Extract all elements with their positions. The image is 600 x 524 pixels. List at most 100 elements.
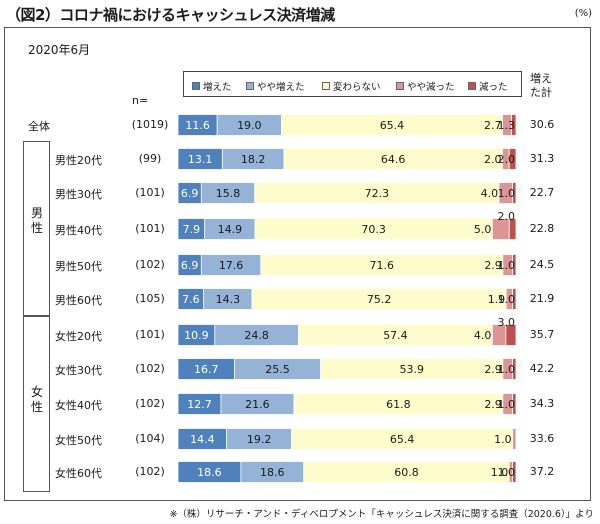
- row-n: (104): [135, 432, 165, 445]
- row-n: (102): [135, 258, 165, 271]
- n-header: n=: [132, 94, 149, 107]
- row-total: 31.3: [529, 152, 555, 165]
- data-label: 2.7: [484, 119, 502, 132]
- data-label: 2.9: [484, 363, 502, 376]
- data-label: 70.3: [361, 223, 386, 236]
- legend-swatch-decreased: [468, 82, 476, 90]
- data-label: 14.9: [218, 223, 243, 236]
- chart-frame: [4, 27, 591, 501]
- legend-label-somewhat-decreased: やや減った: [407, 82, 455, 93]
- group-char: 性: [30, 221, 43, 235]
- data-label: 1.9: [488, 293, 506, 306]
- period-label: 2020年6月: [28, 43, 91, 57]
- data-label: 14.4: [190, 433, 215, 446]
- group-char: 男: [30, 206, 43, 220]
- data-label: 1.0: [498, 398, 516, 411]
- group-box-male: [23, 141, 50, 316]
- row-label: 女性20代: [55, 330, 102, 343]
- data-label: 16.7: [194, 363, 219, 376]
- row-label: 男性50代: [55, 260, 102, 273]
- legend-item-decreased: 減った: [468, 79, 508, 93]
- group-box-female: [23, 316, 50, 492]
- row-total: 24.5: [529, 258, 555, 271]
- data-label: 1.0: [498, 466, 516, 479]
- total-header: 増えた計: [530, 72, 552, 99]
- data-label: 2.9: [484, 259, 502, 272]
- chart-title: （図2）コロナ禍におけるキャッシュレス決済増減: [6, 6, 335, 24]
- data-label: 71.6: [370, 259, 395, 272]
- row-n: (99): [138, 152, 162, 165]
- bar-segment: [512, 288, 517, 310]
- bar-segment: [512, 461, 517, 483]
- group-char: 性: [30, 400, 43, 414]
- unit-label: (%): [574, 8, 592, 19]
- bar-segment: [512, 428, 517, 450]
- legend-swatch-somewhat-decreased: [396, 82, 404, 90]
- data-label: 13.1: [188, 153, 213, 166]
- bar-segment: [505, 324, 517, 346]
- data-label: 64.6: [381, 153, 406, 166]
- legend-item-somewhat-increased: やや増えた: [246, 79, 305, 93]
- legend-label-increased: 増えた: [203, 82, 232, 93]
- data-label: 7.6: [182, 293, 200, 306]
- row-n: (102): [135, 362, 165, 375]
- row-label: 女性40代: [55, 399, 102, 412]
- data-label: 15.8: [216, 187, 241, 200]
- data-label: 72.3: [365, 187, 390, 200]
- row-label: 男性20代: [55, 154, 102, 167]
- data-label: 6.9: [181, 187, 199, 200]
- row-total: 33.6: [529, 432, 555, 445]
- data-label: 2.9: [484, 398, 502, 411]
- bar-segment: [508, 218, 517, 240]
- bar-segment: [512, 254, 517, 276]
- row-label: 女性50代: [55, 434, 102, 447]
- data-label: 1.0: [498, 363, 516, 376]
- row-n: (105): [135, 292, 165, 305]
- row-n: (101): [135, 222, 165, 235]
- row-total: 42.2: [529, 362, 555, 375]
- data-label: 1.0: [494, 433, 512, 446]
- bar-segment: [512, 358, 517, 380]
- row-total: 22.8: [529, 222, 555, 235]
- legend-swatch-somewhat-increased: [246, 82, 254, 90]
- legend-swatch-unchanged: [322, 82, 330, 90]
- legend-swatch-increased: [192, 82, 200, 90]
- legend: 増えた やや増えた 変わらない やや減った 減った: [183, 71, 522, 97]
- legend-item-unchanged: 変わらない: [322, 79, 381, 93]
- data-label: 11.6: [185, 119, 210, 132]
- row-total: 37.2: [529, 465, 555, 478]
- data-label: 65.4: [380, 119, 405, 132]
- data-label: 10.9: [184, 329, 209, 342]
- data-label: 6.9: [181, 259, 199, 272]
- legend-item-somewhat-decreased: やや減った: [396, 79, 455, 93]
- data-label: 1.0: [498, 187, 516, 200]
- data-label: 75.2: [367, 293, 392, 306]
- data-label: 65.4: [390, 433, 415, 446]
- row-label: 男性40代: [55, 224, 102, 237]
- data-label: 5.0: [474, 223, 492, 236]
- bar-segment: [508, 148, 517, 170]
- data-label: 19.0: [237, 119, 262, 132]
- row-total: 35.7: [529, 328, 555, 341]
- row-n: (101): [135, 328, 165, 341]
- data-label: 1.0: [491, 466, 509, 479]
- data-label: 2.0: [498, 153, 516, 166]
- row-total: 21.9: [529, 292, 555, 305]
- data-label: 1.0: [498, 293, 516, 306]
- row-label: 女性60代: [55, 467, 102, 480]
- group-char: 女: [30, 385, 43, 399]
- data-label: 19.2: [247, 433, 272, 446]
- data-label: 21.6: [245, 398, 270, 411]
- group-label-male: 男 性: [29, 206, 45, 236]
- data-label: 3.0: [498, 316, 516, 329]
- data-label: 2.0: [484, 153, 502, 166]
- data-label: 4.0: [481, 187, 499, 200]
- row-label: 女性30代: [55, 364, 102, 377]
- data-label: 18.2: [241, 153, 266, 166]
- data-label: 53.9: [399, 363, 424, 376]
- data-label: 25.5: [265, 363, 290, 376]
- row-n: (102): [135, 465, 165, 478]
- row-total: 22.7: [529, 186, 555, 199]
- data-label: 18.6: [197, 466, 222, 479]
